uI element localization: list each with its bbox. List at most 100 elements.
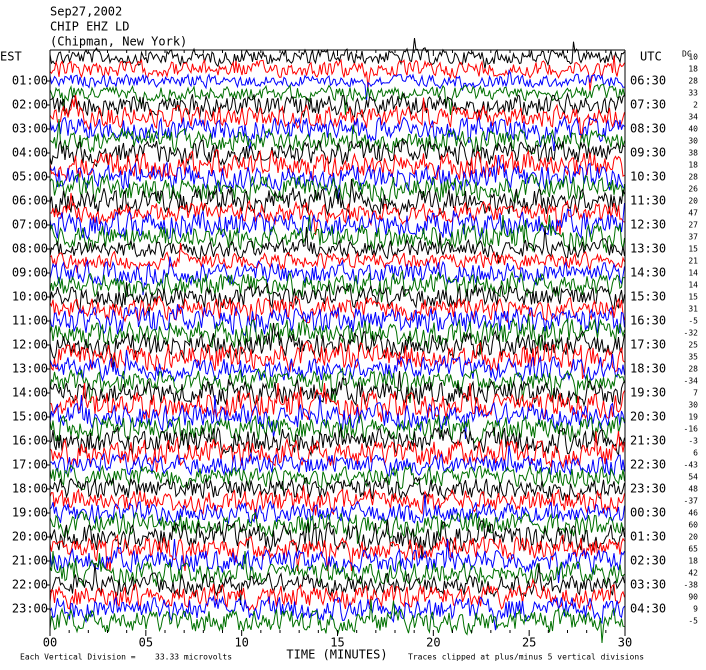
x-axis-title: TIME (MINUTES) <box>286 648 387 662</box>
dc-offset: 90 <box>688 593 698 602</box>
x-tick-label: 10 <box>234 636 248 650</box>
trace <box>49 282 625 316</box>
utc-title: UTC <box>640 50 662 64</box>
dc-offset: 2 <box>693 101 698 110</box>
x-tick-label: 30 <box>618 636 632 650</box>
dc-offset: -34 <box>684 377 699 386</box>
est-label: 17:00 <box>12 458 48 472</box>
dc-offset: 20 <box>688 533 698 542</box>
est-label: 06:00 <box>12 194 48 208</box>
utc-label: 15:30 <box>630 290 666 304</box>
dc-offset: 38 <box>688 149 698 158</box>
est-label: 11:00 <box>12 314 48 328</box>
trace <box>49 510 625 544</box>
footer-clip-note: Traces clipped at plus/minus 5 vertical … <box>408 653 644 662</box>
trace <box>49 94 625 140</box>
trace <box>49 464 625 492</box>
dc-offset: 37 <box>688 233 698 242</box>
dc-offset: -43 <box>684 461 699 470</box>
trace <box>49 476 625 502</box>
dc-offset: 26 <box>688 185 698 194</box>
header-location: (Chipman, New York) <box>50 35 187 49</box>
dc-offset: 48 <box>688 485 698 494</box>
trace <box>49 269 625 303</box>
trace <box>49 370 625 408</box>
dc-offset: 9 <box>693 605 698 614</box>
utc-label: 11:30 <box>630 194 666 208</box>
trace <box>49 138 625 168</box>
utc-label: 01:30 <box>630 530 666 544</box>
dc-offset: 54 <box>688 473 698 482</box>
trace <box>49 367 625 404</box>
x-tick-label: 20 <box>426 636 440 650</box>
dc-offset: 19 <box>688 413 698 422</box>
est-label: 12:00 <box>12 338 48 352</box>
trace <box>50 445 625 477</box>
trace <box>49 519 625 560</box>
utc-label: 21:30 <box>630 434 666 448</box>
est-label: 10:00 <box>12 290 48 304</box>
trace <box>49 295 625 324</box>
est-label: 04:00 <box>12 146 48 160</box>
utc-label: 22:30 <box>630 458 666 472</box>
utc-label: 04:30 <box>630 602 666 616</box>
dc-offset: -37 <box>684 497 699 506</box>
dc-offset: 30 <box>688 401 698 410</box>
trace <box>49 148 625 182</box>
est-label: 21:00 <box>12 554 48 568</box>
dc-offset: 10 <box>688 53 698 62</box>
dc-offset: 15 <box>688 245 698 254</box>
utc-label: 17:30 <box>630 338 666 352</box>
est-label: 15:00 <box>12 410 48 424</box>
dc-offset: 28 <box>688 77 698 86</box>
x-tick-label: 05 <box>139 636 153 650</box>
dc-offset: 33 <box>688 89 698 98</box>
dc-offset: 20 <box>688 197 698 206</box>
dc-offset: -5 <box>688 317 698 326</box>
utc-label: 08:30 <box>630 122 666 136</box>
est-label: 14:00 <box>12 386 48 400</box>
footer-division: Each Vertical Division = <box>20 653 136 662</box>
est-label: 16:00 <box>12 434 48 448</box>
utc-label: 14:30 <box>630 266 666 280</box>
dc-offset: 46 <box>688 509 698 518</box>
dc-offset: 25 <box>688 341 698 350</box>
est-label: 01:00 <box>12 74 48 88</box>
utc-label: 02:30 <box>630 554 666 568</box>
est-label: 03:00 <box>12 122 48 136</box>
dc-offset: 35 <box>688 353 698 362</box>
footer-division-value: 33.33 microvolts <box>155 653 232 662</box>
est-label: 02:00 <box>12 98 48 112</box>
trace <box>49 92 625 119</box>
x-tick-label: 15 <box>330 636 344 650</box>
utc-label: 18:30 <box>630 362 666 376</box>
dc-offset: 47 <box>688 209 698 218</box>
est-label: 18:00 <box>12 482 48 496</box>
trace <box>49 550 625 587</box>
est-label: 05:00 <box>12 170 48 184</box>
utc-label: 16:30 <box>630 314 666 328</box>
utc-label: 10:30 <box>630 170 666 184</box>
utc-label: 20:30 <box>630 410 666 424</box>
est-label: 23:00 <box>12 602 48 616</box>
dc-offset: 18 <box>688 161 698 170</box>
dc-offset: 14 <box>688 281 698 290</box>
est-label: 19:00 <box>12 506 48 520</box>
traces <box>49 38 625 644</box>
dc-offset: 60 <box>688 521 698 530</box>
est-label: 07:00 <box>12 218 48 232</box>
trace <box>49 562 625 606</box>
utc-label: 12:30 <box>630 218 666 232</box>
dc-offset: 18 <box>688 557 698 566</box>
header-date: Sep27,2002 <box>50 5 122 19</box>
trace <box>49 413 625 444</box>
dc-offset: 42 <box>688 569 698 578</box>
utc-label: 06:30 <box>630 74 666 88</box>
dc-offset: -38 <box>684 581 699 590</box>
est-label: 22:00 <box>12 578 48 592</box>
dc-offset: -5 <box>688 617 698 626</box>
dc-offset: 28 <box>688 365 698 374</box>
dc-offset: 31 <box>688 305 698 314</box>
dc-title: DC <box>682 50 692 59</box>
